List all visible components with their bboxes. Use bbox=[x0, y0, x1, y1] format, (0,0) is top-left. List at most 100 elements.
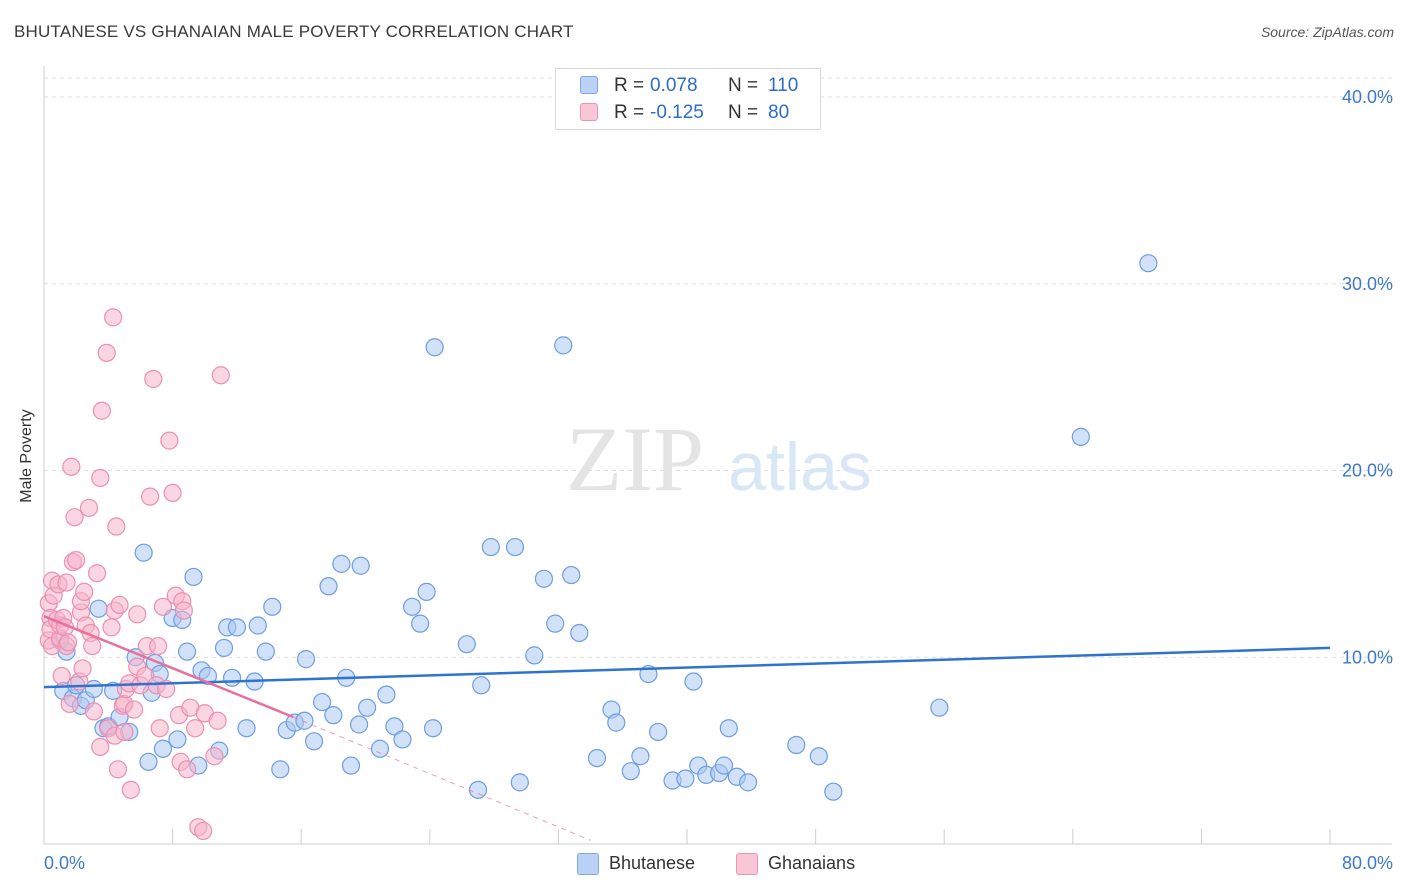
ghanaians-point bbox=[174, 601, 193, 620]
ghanaians-point bbox=[73, 659, 92, 678]
ghanaians-trend-line bbox=[43, 615, 294, 719]
bhutanese-point bbox=[468, 780, 488, 799]
bhutanese-point bbox=[377, 685, 396, 704]
grid-layer bbox=[44, 77, 1392, 658]
bhutanese-point bbox=[153, 739, 173, 758]
bhutanese-point bbox=[263, 597, 282, 616]
bhutanese-point bbox=[809, 747, 828, 766]
bhutanese-point bbox=[139, 752, 158, 771]
ghanaians-point bbox=[194, 821, 213, 841]
legend-r-label: R = bbox=[614, 75, 645, 96]
ghanaians-point bbox=[211, 366, 230, 385]
ghanaians-point bbox=[91, 468, 110, 488]
ghanaians-point bbox=[62, 457, 81, 476]
ghanaians-point bbox=[108, 760, 128, 779]
ghanaians-point bbox=[153, 597, 173, 616]
bhutanese-point bbox=[227, 618, 246, 637]
series-swatch-pink bbox=[736, 853, 758, 875]
watermark-atlas: atlas bbox=[728, 429, 872, 505]
ghanaians-point bbox=[79, 498, 99, 517]
ghanaians-point bbox=[150, 719, 169, 738]
bhutanese-point bbox=[1071, 427, 1090, 446]
bhutanese-point bbox=[719, 719, 738, 738]
ghanaians-point bbox=[208, 711, 227, 730]
ghanaians-point bbox=[115, 722, 134, 742]
bhutanese-point bbox=[684, 672, 703, 691]
ghanaians-point bbox=[205, 747, 224, 766]
ghanaians-point bbox=[84, 702, 103, 721]
ghanaians-point bbox=[91, 737, 110, 756]
legend-r-value: -0.125 bbox=[650, 102, 704, 123]
bhutanese-point bbox=[237, 719, 256, 738]
y-tick-label: 30.0% bbox=[1342, 274, 1393, 294]
ghanaians-point bbox=[107, 517, 126, 536]
bhutanese-point bbox=[403, 597, 422, 616]
ghanaians-point bbox=[186, 719, 205, 738]
bhutanese-point bbox=[411, 614, 430, 633]
ghanaians-point bbox=[60, 694, 79, 714]
bhutanese-point bbox=[824, 782, 843, 801]
bhutanese-point bbox=[349, 715, 369, 734]
axis-layer bbox=[43, 66, 1392, 845]
bhutanese-point bbox=[570, 623, 589, 643]
bhutanese-point bbox=[425, 338, 444, 357]
bhutanese-point bbox=[134, 543, 153, 562]
ghanaians-point bbox=[128, 605, 147, 624]
bhutanese-point bbox=[1139, 254, 1158, 273]
x-tick-label: 80.0% bbox=[1342, 853, 1393, 873]
legend-n-label: N = bbox=[728, 102, 759, 123]
series-label: Bhutanese bbox=[609, 853, 696, 873]
ghanaians-point bbox=[121, 780, 140, 799]
ghanaians-point bbox=[52, 666, 71, 686]
bhutanese-point bbox=[457, 635, 476, 654]
bhutanese-point bbox=[714, 756, 734, 775]
chart-title: BHUTANESE VS GHANAIAN MALE POVERTY CORRE… bbox=[14, 22, 574, 41]
bhutanese-point bbox=[510, 773, 529, 792]
source-credit: Source: ZipAtlas.com bbox=[1260, 24, 1394, 40]
ghanaians-point bbox=[144, 369, 163, 389]
bhutanese-point bbox=[214, 638, 234, 658]
bhutanese-point bbox=[256, 642, 275, 661]
bhutanese-point bbox=[607, 713, 626, 732]
bhutanese-point bbox=[296, 650, 316, 669]
bhutanese-point bbox=[546, 614, 565, 633]
legend-r-value: 0.078 bbox=[650, 75, 698, 96]
bhutanese-point bbox=[177, 642, 197, 661]
bhutanese-point bbox=[341, 756, 361, 775]
ghanaians-point bbox=[177, 760, 197, 779]
legend-n-label: N = bbox=[728, 75, 759, 96]
bhutanese-point bbox=[631, 747, 650, 766]
bhutanese-point bbox=[562, 565, 581, 585]
ghanaians-point bbox=[59, 633, 78, 652]
ghanaians-point bbox=[110, 595, 129, 615]
bhutanese-point bbox=[248, 616, 267, 635]
ghanaians-point bbox=[124, 700, 144, 719]
bhutanese-point bbox=[481, 537, 500, 557]
bhutanese-point bbox=[534, 569, 554, 588]
ghanaians-point bbox=[163, 483, 182, 503]
x-tick-label: 0.0% bbox=[44, 853, 85, 873]
y-tick-label: 20.0% bbox=[1342, 461, 1393, 481]
bhutanese-point bbox=[417, 582, 436, 601]
legend-n-value: 80 bbox=[768, 102, 790, 123]
ghanaians-point bbox=[92, 401, 111, 420]
points-layer bbox=[39, 254, 1158, 841]
ghanaians-point bbox=[97, 343, 116, 362]
series-label: Ghanaians bbox=[768, 853, 856, 873]
bhutanese-point bbox=[89, 599, 108, 618]
bhutanese-point bbox=[393, 730, 412, 749]
bhutanese-point bbox=[648, 722, 668, 742]
ghanaians-point bbox=[87, 564, 107, 583]
bhutanese-point bbox=[351, 556, 370, 575]
ghanaians-point bbox=[57, 573, 76, 592]
bhutanese-point bbox=[587, 748, 607, 768]
ghanaians-point bbox=[149, 636, 168, 656]
bhutanese-point bbox=[676, 769, 695, 788]
ghanaians-trend-extension bbox=[292, 716, 591, 841]
bhutanese-point bbox=[621, 762, 640, 781]
bhutanese-point bbox=[370, 739, 390, 758]
bhutanese-point bbox=[332, 554, 351, 573]
bhutanese-point bbox=[304, 732, 324, 751]
legend-n-value: 110 bbox=[768, 75, 799, 96]
